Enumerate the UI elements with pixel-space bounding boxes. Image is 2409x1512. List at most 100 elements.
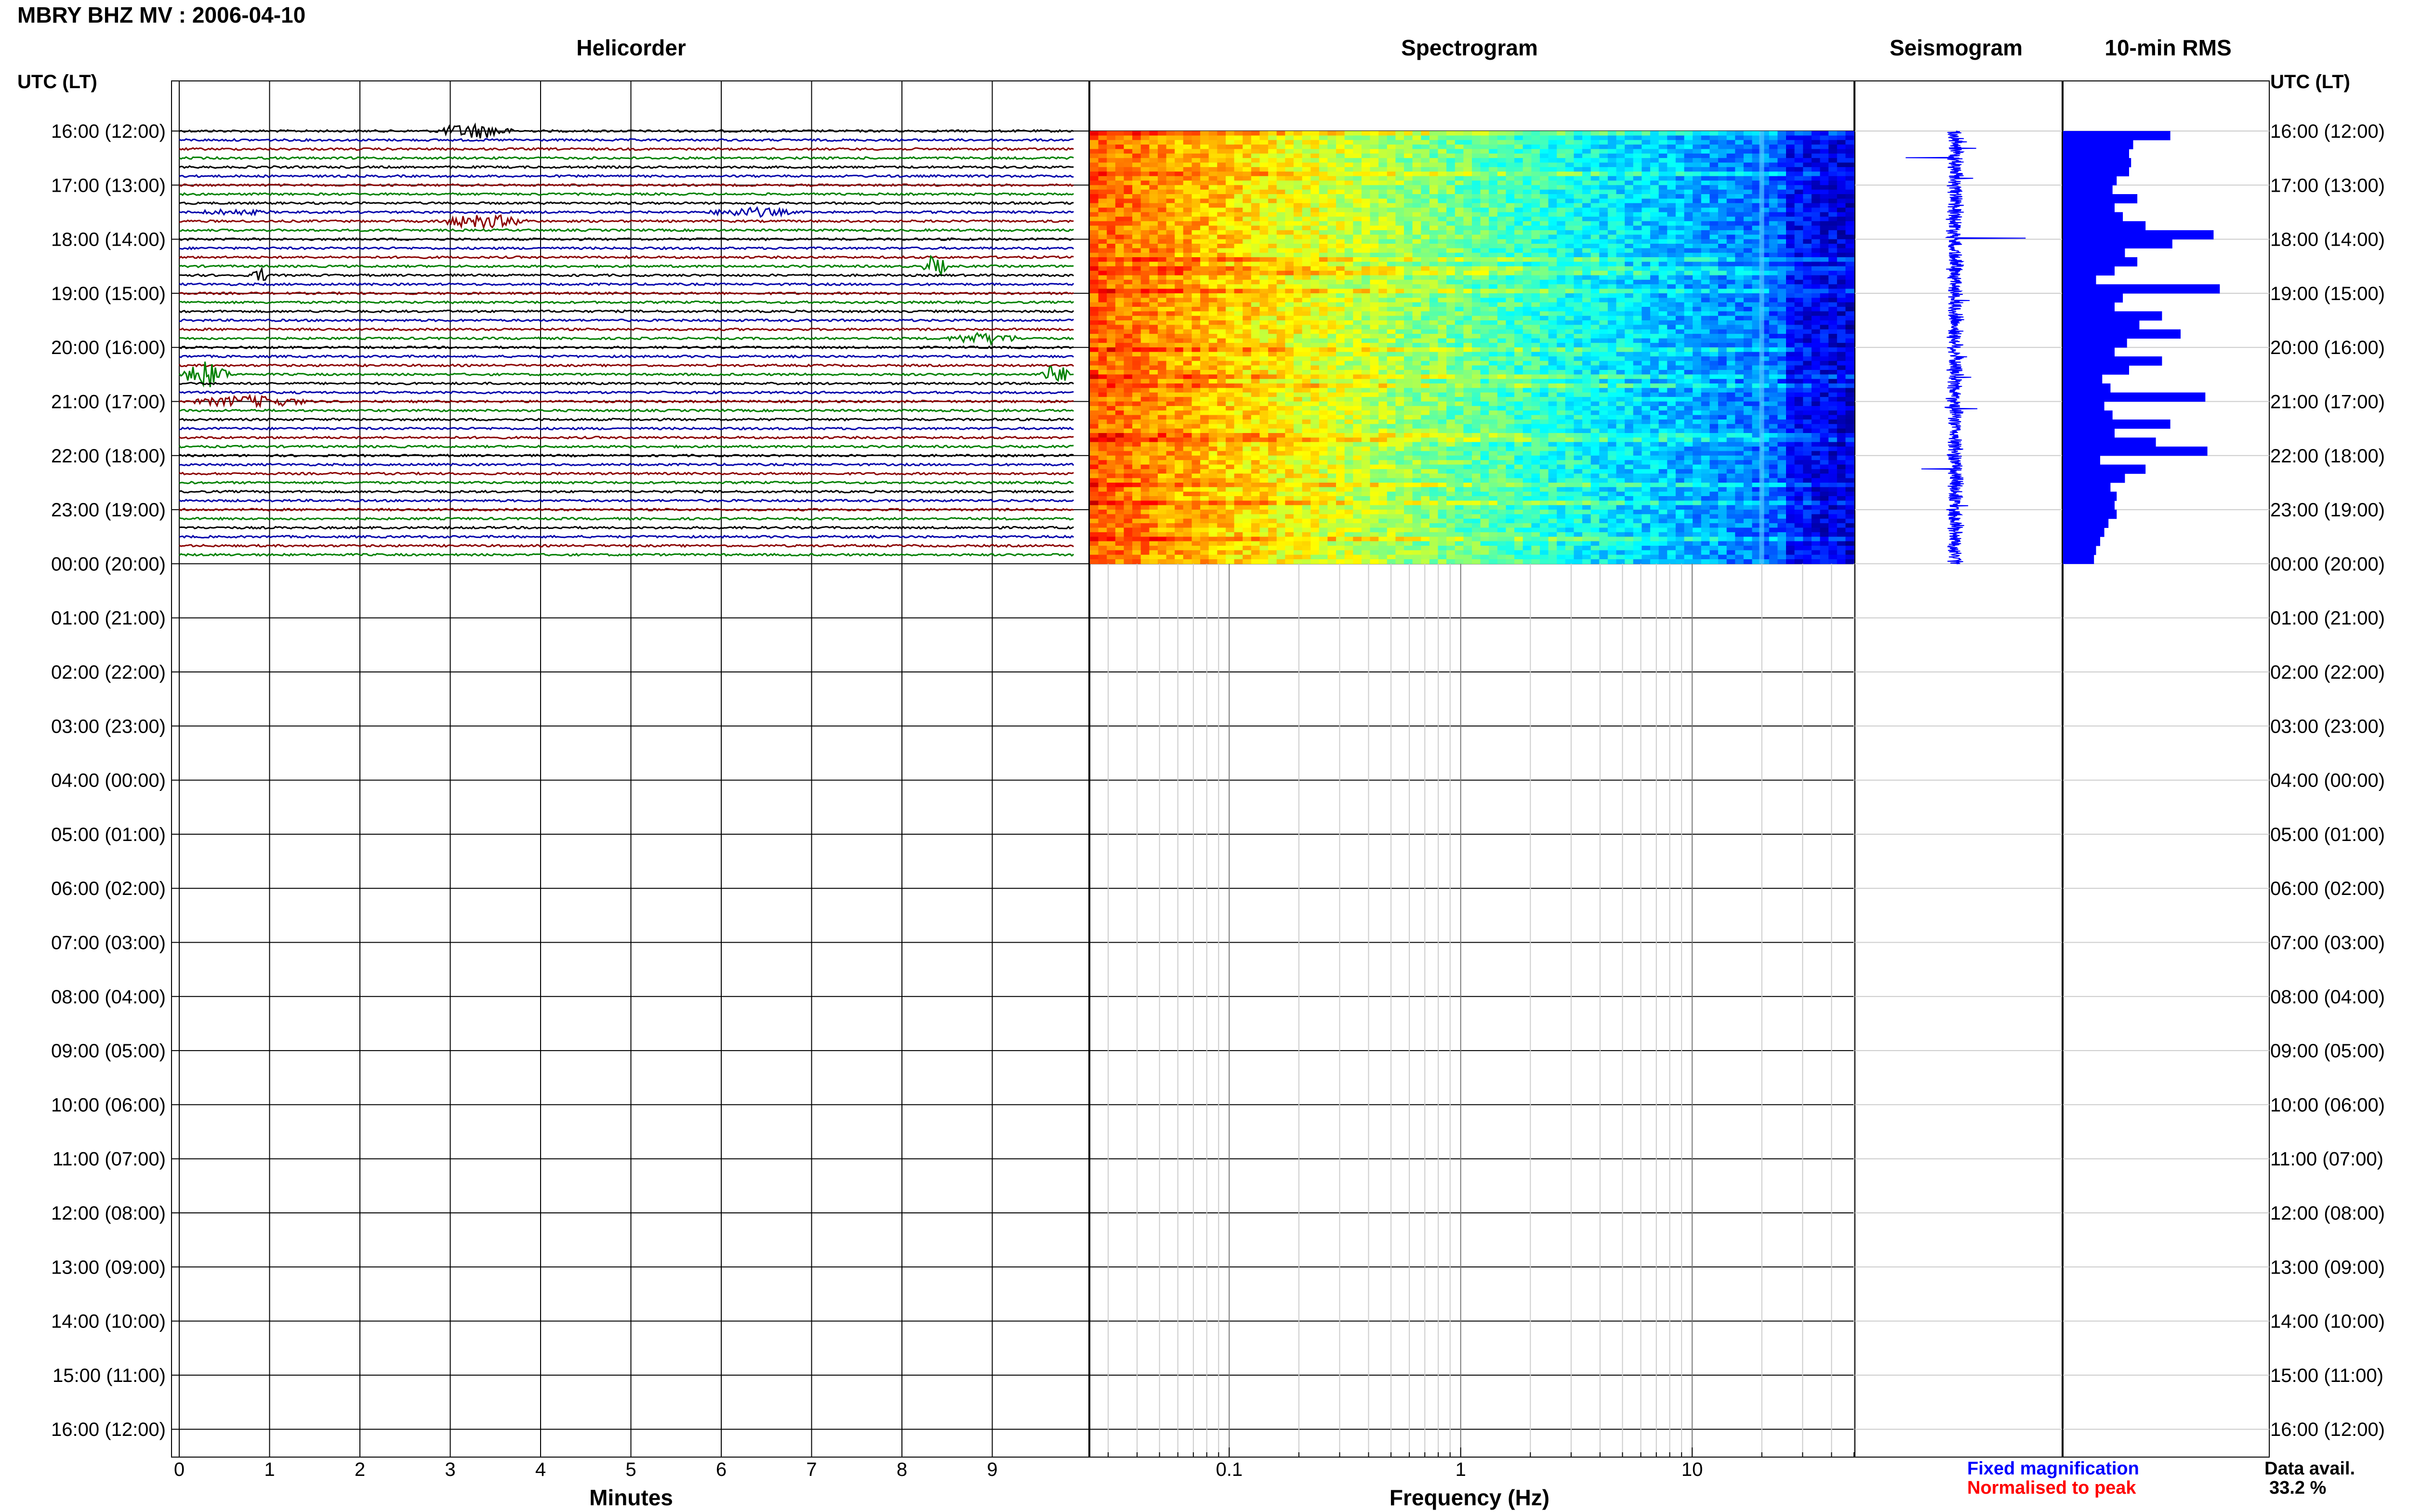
spectrogram-cell (1353, 140, 1362, 145)
spectrogram-cell (1633, 302, 1642, 307)
spectrogram-cell (1786, 167, 1795, 172)
spectrogram-cell (1175, 198, 1184, 204)
spectrogram-cell (1837, 279, 1846, 285)
spectrogram-cell (1310, 221, 1320, 226)
spectrogram-cell (1820, 257, 1829, 262)
helicorder-trace (179, 192, 1074, 197)
spectrogram-cell (1641, 334, 1651, 339)
spectrogram-cell (1514, 252, 1523, 258)
helicorder-x-tick-label: 7 (806, 1459, 817, 1480)
spectrogram-cell (1115, 149, 1125, 154)
spectrogram-cell (1472, 212, 1481, 217)
spectrogram-cell (1777, 244, 1787, 249)
spectrogram-cell (1455, 262, 1464, 267)
spectrogram-cell (1658, 266, 1668, 271)
spectrogram-cell (1794, 171, 1803, 177)
spectrogram-cell (1166, 302, 1175, 307)
spectrogram-cell (1124, 266, 1133, 271)
spectrogram-cell (1514, 230, 1523, 235)
spectrogram-cell (1650, 235, 1659, 240)
spectrogram-cell (1472, 302, 1481, 307)
spectrogram-cell (1158, 216, 1167, 222)
spectrogram-cell (1412, 271, 1421, 276)
spectrogram-cell (1582, 325, 1591, 330)
spectrogram-cell (1726, 334, 1736, 339)
spectrogram-cell (1429, 208, 1439, 213)
spectrogram-cell (1370, 145, 1379, 150)
spectrogram-cell (1166, 153, 1175, 158)
spectrogram-cell (1701, 180, 1710, 185)
spectrogram-cell (1480, 225, 1489, 231)
spectrogram-cell (1760, 275, 1770, 280)
spectrogram-cell (1565, 316, 1575, 321)
spectrogram-cell (1548, 271, 1557, 276)
spectrogram-cell (1302, 329, 1311, 334)
spectrogram-cell (1404, 135, 1413, 141)
spectrogram-cell (1421, 352, 1430, 357)
spectrogram-cell (1514, 153, 1523, 158)
spectrogram-cell (1226, 266, 1235, 271)
spectrogram-cell (1293, 158, 1303, 163)
spectrogram-cell (1557, 342, 1566, 348)
spectrogram-cell (1701, 167, 1710, 172)
spectrogram-cell (1718, 248, 1727, 253)
spectrogram-cell (1336, 131, 1345, 136)
spectrogram-cell (1149, 289, 1158, 294)
spectrogram-cell (1421, 203, 1430, 208)
spectrogram-cell (1336, 216, 1345, 222)
spectrogram-cell (1293, 266, 1303, 271)
spectrogram-cell (1506, 338, 1515, 343)
spectrogram-cell (1090, 279, 1099, 285)
spectrogram-cell (1480, 271, 1489, 276)
spectrogram-cell (1641, 176, 1651, 181)
spectrogram-cell (1489, 216, 1498, 222)
spectrogram-cell (1276, 208, 1286, 213)
spectrogram-cell (1837, 198, 1846, 204)
spectrogram-cell (1803, 338, 1812, 343)
spectrogram-cell (1226, 325, 1235, 330)
spectrogram-cell (1183, 248, 1192, 253)
spectrogram-cell (1497, 252, 1507, 258)
helicorder-x-tick-label: 2 (355, 1459, 365, 1480)
spectrogram-cell (1226, 307, 1235, 312)
spectrogram-cell (1166, 244, 1175, 249)
spectrogram-cell (1625, 320, 1634, 326)
spectrogram-cell (1438, 248, 1447, 253)
spectrogram-cell (1191, 302, 1201, 307)
spectrogram-cell (1718, 262, 1727, 267)
spectrogram-cell (1489, 325, 1498, 330)
spectrogram-cell (1191, 325, 1201, 330)
spectrogram-cell (1429, 221, 1439, 226)
spectrogram-cell (1370, 162, 1379, 168)
spectrogram-cell (1463, 212, 1472, 217)
spectrogram-cell (1310, 298, 1320, 303)
spectrogram-cell (1786, 338, 1795, 343)
spectrogram-cell (1608, 189, 1617, 195)
spectrogram-cell (1319, 316, 1328, 321)
spectrogram-cell (1243, 208, 1252, 213)
spectrogram-cell (1438, 208, 1447, 213)
spectrogram-cell (1667, 131, 1676, 136)
spectrogram-cell (1514, 262, 1523, 267)
spectrogram-cell (1641, 239, 1651, 244)
spectrogram-cell (1115, 167, 1125, 172)
spectrogram-cell (1234, 216, 1243, 222)
spectrogram-cell (1310, 365, 1320, 370)
spectrogram-cell (1506, 271, 1515, 276)
spectrogram-cell (1319, 298, 1328, 303)
y-tick-label-right: 07:00 (03:00) (2270, 933, 2385, 954)
spectrogram-cell (1743, 325, 1753, 330)
spectrogram-cell (1574, 198, 1583, 204)
spectrogram-cell (1641, 135, 1651, 141)
spectrogram-cell (1158, 342, 1167, 348)
spectrogram-cell (1557, 302, 1566, 307)
spectrogram-cell (1183, 347, 1192, 353)
spectrogram-cell (1208, 189, 1218, 195)
spectrogram-cell (1574, 208, 1583, 213)
spectrogram-cell (1234, 279, 1243, 285)
spectrogram-cell (1489, 153, 1498, 158)
spectrogram-cell (1845, 221, 1854, 226)
spectrogram-cell (1540, 162, 1549, 168)
spectrogram-cell (1820, 329, 1829, 334)
spectrogram-cell (1701, 158, 1710, 163)
